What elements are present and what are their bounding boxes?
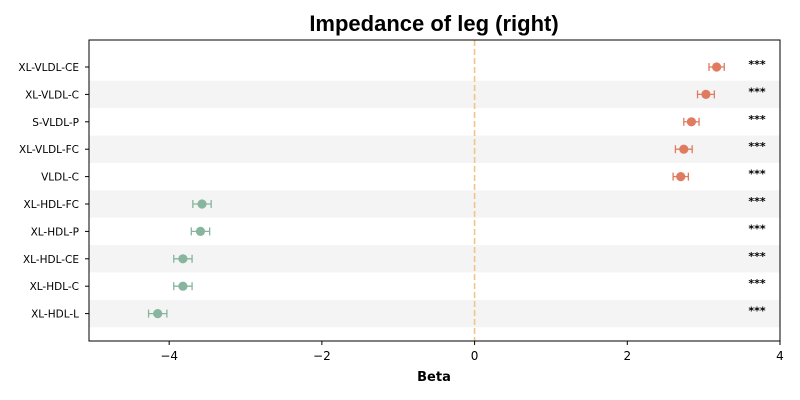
point-estimate bbox=[712, 62, 722, 72]
x-tick-label: 0 bbox=[471, 349, 479, 363]
row-stripe bbox=[89, 245, 780, 273]
x-tick-label: −2 bbox=[313, 349, 331, 363]
point-estimate bbox=[676, 172, 686, 182]
x-axis-label: Beta bbox=[417, 370, 451, 385]
y-tick-label: VLDL-C bbox=[41, 172, 79, 184]
y-tick-label: XL-HDL-P bbox=[31, 226, 79, 238]
point-estimate bbox=[679, 144, 689, 154]
row-stripe bbox=[89, 299, 780, 328]
point-estimate bbox=[197, 199, 207, 209]
point-estimate bbox=[178, 281, 188, 291]
point-estimate bbox=[701, 89, 711, 99]
y-axis-ticks: XL-VLDL-CE XL-VLDL-C S-VLDL-P XL-VLDL-FC VLD… bbox=[18, 62, 89, 321]
y-tick-label: XL-HDL-FC bbox=[24, 199, 79, 211]
significance-label: *** bbox=[748, 195, 766, 208]
significance-label: *** bbox=[748, 113, 766, 126]
significance-label: *** bbox=[748, 222, 766, 235]
chart-title: Impedance of leg (right) bbox=[309, 11, 558, 36]
point-estimate bbox=[195, 226, 206, 236]
y-tick-label: XL-HDL-C bbox=[30, 281, 79, 293]
point-estimate bbox=[178, 254, 188, 264]
y-tick-label: XL-HDL-CE bbox=[23, 254, 79, 266]
significance-label: *** bbox=[748, 140, 766, 153]
significance-label: *** bbox=[748, 168, 766, 181]
y-tick-label: S-VLDL-P bbox=[32, 117, 79, 129]
y-tick-label: XL-VLDL-FC bbox=[19, 144, 79, 156]
x-tick-label: 4 bbox=[776, 349, 784, 363]
significance-label: *** bbox=[748, 277, 766, 290]
x-axis-ticks: −4 −2 0 2 4 bbox=[160, 341, 784, 363]
x-tick-label: 2 bbox=[623, 349, 631, 363]
plot-frame bbox=[88, 39, 781, 342]
significance-label: *** bbox=[748, 85, 766, 98]
effect-estimates: *** *** *** *** *** *** *** *** *** *** bbox=[147, 58, 766, 319]
significance-label: *** bbox=[748, 250, 766, 263]
significance-label: *** bbox=[748, 305, 766, 318]
y-tick-label: XL-VLDL-C bbox=[25, 89, 79, 101]
y-tick-label: XL-HDL-L bbox=[31, 309, 79, 321]
point-estimate bbox=[153, 309, 163, 319]
significance-label: *** bbox=[748, 58, 766, 71]
row-stripe bbox=[89, 80, 780, 109]
row-stripe bbox=[89, 135, 780, 163]
point-estimate bbox=[686, 117, 697, 127]
x-tick-label: −4 bbox=[160, 349, 178, 363]
y-tick-label: XL-VLDL-CE bbox=[18, 62, 79, 74]
row-stripes bbox=[89, 80, 780, 328]
